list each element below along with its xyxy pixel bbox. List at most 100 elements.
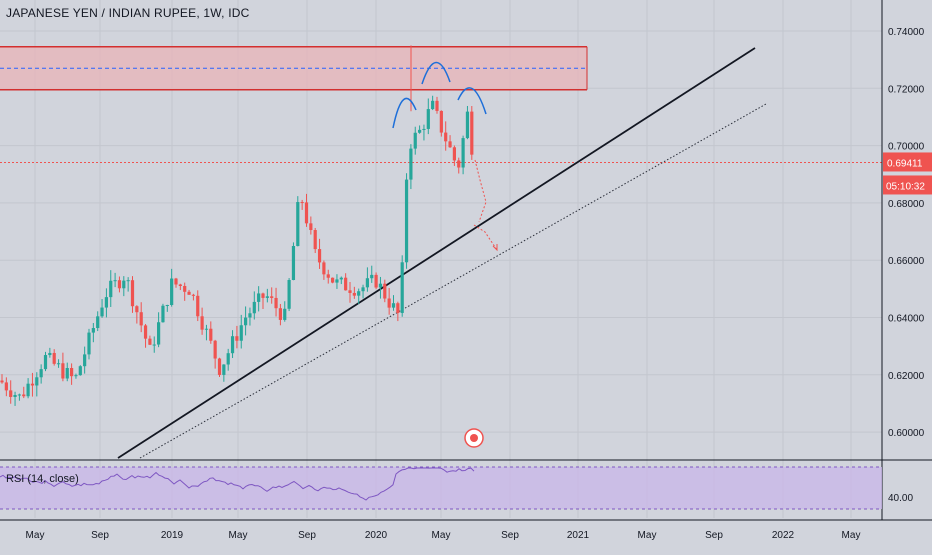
candle xyxy=(152,336,156,353)
candle xyxy=(391,295,396,311)
candle xyxy=(274,287,278,317)
parallel-trendline xyxy=(139,103,767,459)
candle xyxy=(470,106,474,160)
candle xyxy=(148,335,152,346)
candle-body xyxy=(283,308,287,320)
candle xyxy=(22,386,26,399)
candle xyxy=(161,303,165,323)
candle-body xyxy=(48,352,52,356)
price-tick-label: 0.70000 xyxy=(888,142,925,153)
candle xyxy=(361,284,365,299)
candle-body xyxy=(409,148,413,180)
candle-body xyxy=(13,394,17,397)
candle xyxy=(357,288,361,305)
candle-body xyxy=(91,328,95,333)
candle xyxy=(265,288,269,303)
candle xyxy=(396,301,400,322)
candle-body xyxy=(117,280,122,289)
candle xyxy=(383,279,387,303)
projection-arrow-2 xyxy=(473,224,498,251)
candle xyxy=(348,281,352,303)
candle xyxy=(143,323,148,348)
candle xyxy=(400,255,404,317)
candle-body xyxy=(361,287,365,292)
candle xyxy=(465,105,470,140)
candle xyxy=(296,196,300,247)
candle xyxy=(457,157,461,174)
candle-body xyxy=(239,325,243,341)
candle xyxy=(461,135,465,175)
candle-body xyxy=(22,394,26,397)
candle xyxy=(139,302,143,333)
candle-body xyxy=(300,202,304,204)
candle-body xyxy=(291,246,296,281)
candle-body xyxy=(470,111,474,155)
candle xyxy=(43,351,48,372)
candle xyxy=(365,267,369,292)
candle xyxy=(91,323,95,343)
candle xyxy=(52,349,56,366)
candle-body xyxy=(322,262,326,275)
candle-body xyxy=(39,369,43,378)
time-tick-label: 2020 xyxy=(365,530,388,541)
candle xyxy=(13,391,17,406)
rsi-label: RSI (14, close) xyxy=(6,473,79,485)
candle-body xyxy=(344,277,348,291)
candle-body xyxy=(248,313,252,318)
candle-body xyxy=(296,202,300,247)
candle xyxy=(65,362,69,382)
price-tick-label: 0.62000 xyxy=(888,371,925,382)
candle xyxy=(387,287,391,315)
candle-body xyxy=(309,223,313,231)
candle xyxy=(322,260,326,280)
candle-body xyxy=(157,322,161,345)
candle xyxy=(130,276,135,313)
chart-title: JAPANESE YEN / INDIAN RUPEE, 1W, IDC xyxy=(6,6,250,20)
candle-body xyxy=(457,160,461,168)
alert-marker[interactable] xyxy=(464,428,484,448)
candle-body xyxy=(17,394,21,396)
candle-body xyxy=(304,202,309,224)
candle-body xyxy=(352,292,356,296)
candle-body xyxy=(161,305,165,323)
candle xyxy=(165,304,169,312)
candle xyxy=(209,321,213,344)
candle-body xyxy=(152,344,156,346)
candle-body xyxy=(122,280,126,289)
candle xyxy=(304,193,309,227)
price-tick-label: 0.68000 xyxy=(888,199,925,210)
candle xyxy=(326,269,330,284)
candle-body xyxy=(74,375,78,377)
candle-body xyxy=(56,363,61,365)
candle xyxy=(352,286,356,299)
time-tick-label: May xyxy=(638,530,657,541)
candle xyxy=(74,373,78,379)
rsi-band xyxy=(0,467,882,509)
candle xyxy=(257,286,261,312)
candle-body xyxy=(465,111,470,139)
head-arc xyxy=(421,61,451,85)
candle xyxy=(300,199,304,210)
candle-body xyxy=(96,316,100,329)
right-shoulder-arc xyxy=(457,87,487,115)
candle xyxy=(409,144,413,190)
candle xyxy=(404,173,409,269)
candle xyxy=(370,265,374,283)
candle xyxy=(113,272,117,288)
candle-body xyxy=(0,380,4,383)
candle-body xyxy=(130,280,135,307)
candle xyxy=(196,290,200,322)
candle xyxy=(126,277,130,292)
candle xyxy=(30,372,35,397)
candle-body xyxy=(448,141,452,148)
time-tick-label: May xyxy=(26,530,45,541)
candle-body xyxy=(413,132,417,149)
price-tick-label: 0.72000 xyxy=(888,84,925,95)
candle-body xyxy=(391,303,396,308)
candle-body xyxy=(165,304,169,306)
time-axis: May Sep 2019 May Sep 2020 May Sep 2021 May Sep 2022… xyxy=(26,530,861,541)
candle-body xyxy=(235,336,239,341)
candle xyxy=(239,314,243,349)
